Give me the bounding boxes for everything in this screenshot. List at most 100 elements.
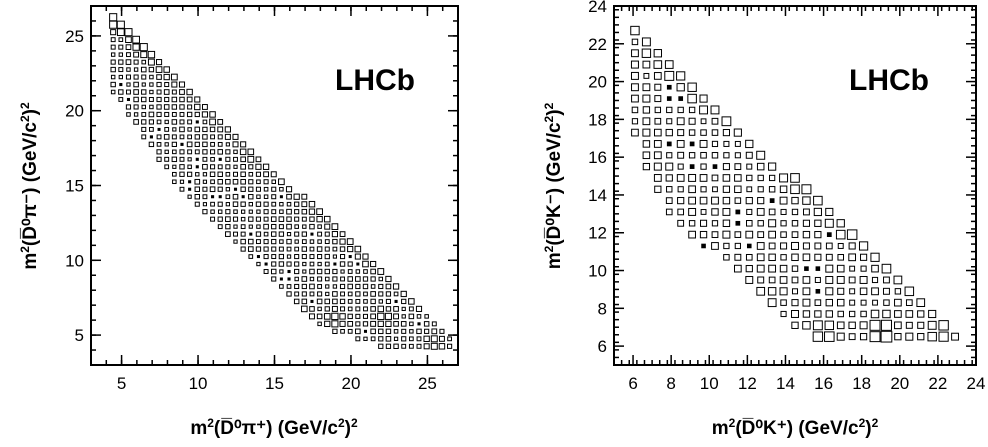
bin-box [309, 268, 315, 275]
bin-box [339, 298, 346, 305]
bin-box [791, 276, 799, 284]
bin-box [263, 186, 269, 192]
y-tick-label: 5 [75, 326, 84, 345]
bin-box [271, 261, 277, 267]
bin-box [286, 254, 292, 259]
bin-box [263, 179, 269, 185]
bin-box [124, 28, 133, 37]
bin-box [317, 261, 322, 267]
bin-box [240, 171, 246, 178]
bin-box [286, 193, 292, 200]
bin-box [700, 209, 707, 215]
bin-box [301, 193, 308, 200]
bin-box [711, 117, 719, 125]
bin-box [164, 111, 170, 117]
bin-box [699, 105, 708, 115]
bin-box [676, 140, 685, 148]
bin-box [178, 81, 186, 88]
bin-box [255, 156, 262, 163]
bin-box [813, 207, 822, 217]
bin-box [302, 269, 307, 274]
bin-box [172, 149, 177, 155]
bin-box [332, 276, 338, 282]
bin-box [340, 306, 346, 312]
bin-box [256, 255, 260, 259]
bin-box [401, 314, 406, 319]
y-tick-label: 18 [588, 110, 607, 129]
bin-box [825, 264, 834, 273]
bin-box [255, 201, 262, 207]
bin-box [812, 320, 823, 331]
bin-box [149, 135, 153, 139]
bin-box [370, 320, 377, 327]
bin-box [324, 246, 330, 252]
bin-box [401, 336, 407, 342]
bin-box [424, 314, 429, 319]
bin-box [423, 343, 430, 350]
bin-box [317, 254, 323, 260]
bin-box [871, 276, 879, 284]
bin-box [687, 93, 697, 104]
bin-box [301, 305, 308, 313]
bin-box [324, 268, 330, 275]
bin-box [347, 306, 353, 312]
bin-box [133, 81, 139, 88]
bin-box [393, 336, 399, 341]
right-x-axis-title: m2(D̅⁰K⁺) (GeV/c2)2 [712, 416, 879, 439]
bin-box [233, 171, 238, 177]
bin-box [393, 329, 399, 334]
bin-box [218, 209, 223, 214]
bin-box [156, 96, 162, 103]
bin-box [202, 179, 208, 184]
bin-box [848, 253, 857, 262]
bin-box [362, 321, 369, 327]
bin-box [746, 220, 753, 227]
bin-box [286, 238, 292, 245]
bin-box [339, 283, 346, 290]
bin-box [905, 332, 914, 341]
bin-box [409, 329, 414, 334]
bin-box [240, 178, 246, 185]
bin-box [756, 208, 765, 216]
bin-box [218, 157, 222, 161]
bin-box [699, 139, 708, 148]
bin-box [248, 216, 254, 222]
bin-box [187, 171, 193, 177]
bin-box [187, 127, 192, 132]
bin-box [424, 328, 430, 334]
bin-box [225, 171, 231, 177]
bin-box [239, 148, 247, 156]
bin-box [148, 66, 155, 73]
bin-box [279, 284, 284, 289]
bin-box [156, 134, 162, 140]
y-tick-label: 22 [588, 35, 607, 54]
bin-box [116, 28, 125, 37]
bin-box [769, 174, 776, 182]
bin-box [385, 343, 392, 349]
bin-box [678, 96, 684, 101]
bin-box [110, 44, 116, 50]
bin-box [734, 242, 741, 250]
bin-box [700, 118, 707, 125]
bin-box [665, 197, 673, 204]
bin-box [814, 219, 822, 227]
bin-box [860, 310, 867, 318]
bin-box [217, 134, 223, 140]
bin-box [141, 89, 147, 95]
bin-box [126, 112, 131, 117]
bin-box [316, 298, 323, 305]
bin-box [301, 246, 308, 252]
bin-box [179, 126, 185, 133]
bin-box [951, 332, 959, 341]
bin-box [149, 89, 154, 95]
bin-box [294, 216, 300, 222]
bin-box [194, 111, 200, 118]
bin-box [308, 200, 316, 208]
bin-box [187, 157, 192, 162]
bin-box [278, 261, 285, 267]
bin-box [370, 306, 376, 312]
bin-box [370, 336, 376, 342]
bin-box [370, 284, 376, 289]
bin-box [384, 312, 392, 320]
bin-box [133, 89, 139, 95]
